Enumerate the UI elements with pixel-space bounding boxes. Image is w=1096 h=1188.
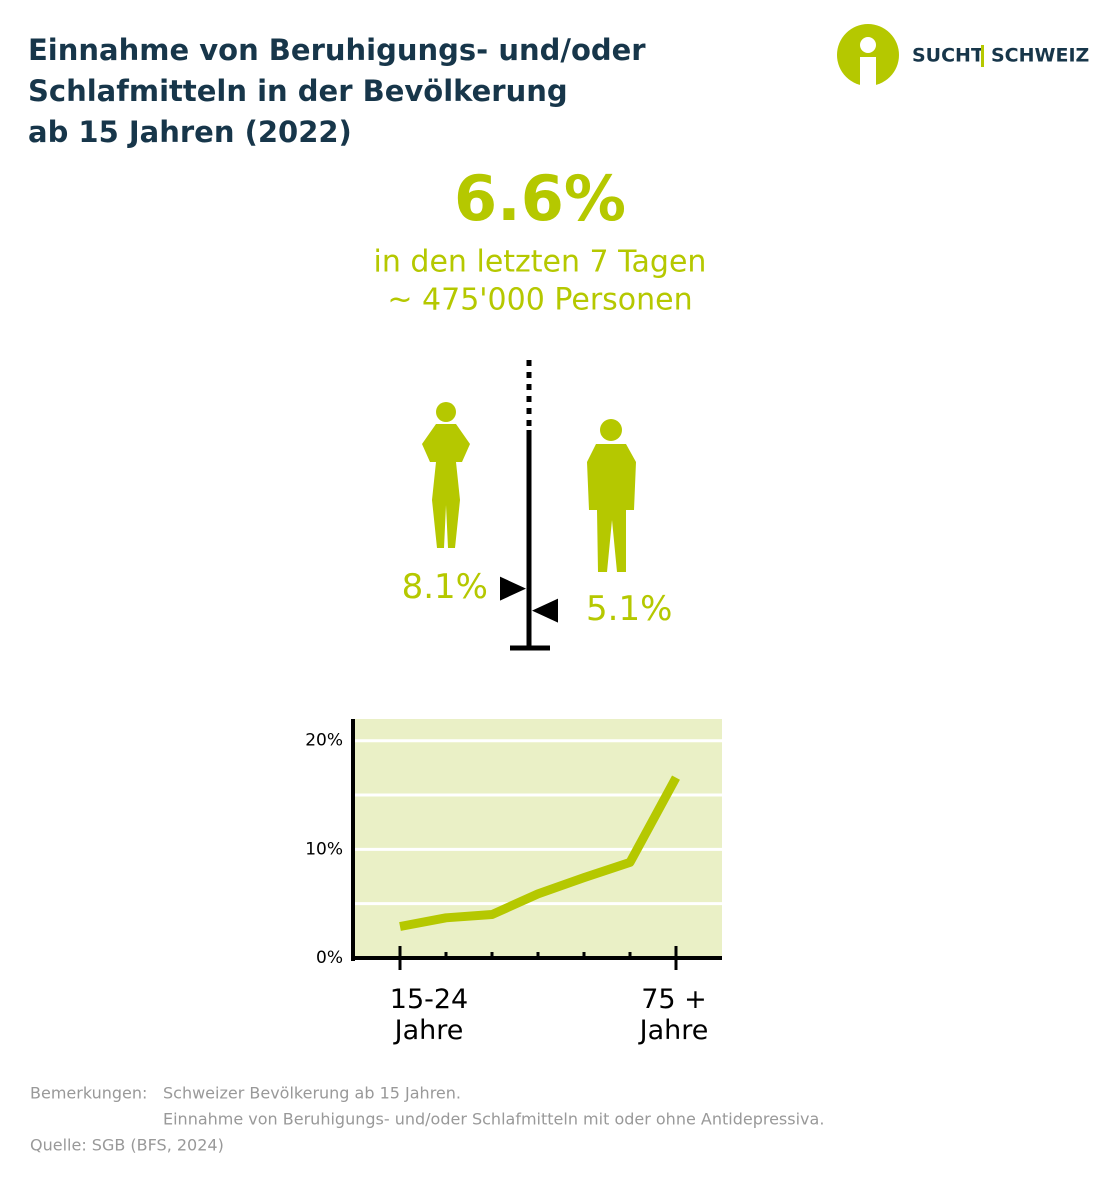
woman-icon: [422, 402, 470, 548]
logo-circle: [837, 24, 899, 86]
x-tick-label: 75 + Jahre: [639, 984, 709, 1046]
note: Einnahme von Beruhigungs- und/oder Schla…: [163, 1110, 824, 1129]
logo-dot: [860, 37, 876, 53]
marker: [500, 576, 526, 601]
logo-text: SCHWEIZ: [991, 45, 1089, 67]
notes-label: Bemerkungen:: [30, 1084, 147, 1103]
y-tick-label: 10%: [305, 839, 343, 859]
headline-figure: 6.6%: [454, 162, 626, 235]
marker-label: 8.1%: [402, 567, 488, 607]
headline-line: ~ 475'000 Personen: [387, 283, 692, 318]
title-line: Schlafmitteln in der Bevölkerung: [28, 74, 568, 108]
x-tick-label: 15-24 Jahre: [389, 984, 469, 1046]
marker-label: 5.1%: [586, 589, 672, 629]
data-line: [399, 775, 680, 931]
logo-bar: [860, 57, 876, 86]
marker: [532, 598, 558, 623]
source: Quelle: SGB (BFS, 2024): [30, 1136, 224, 1155]
title-line: ab 15 Jahren (2022): [28, 115, 352, 149]
note: Schweizer Bevölkerung ab 15 Jahren.: [163, 1084, 461, 1103]
logo-sep: [981, 45, 984, 67]
logo-text: SUCHT: [912, 45, 984, 67]
y-tick-label: 0%: [316, 948, 343, 968]
y-tick-label: 20%: [305, 731, 343, 751]
title-line: Einnahme von Beruhigungs- und/oder: [28, 33, 646, 67]
plot-background: [355, 719, 722, 958]
headline-line: in den letzten 7 Tagen: [374, 245, 707, 280]
man-icon: [587, 419, 636, 572]
logo: SUCHT SCHWEIZ: [837, 24, 1089, 86]
